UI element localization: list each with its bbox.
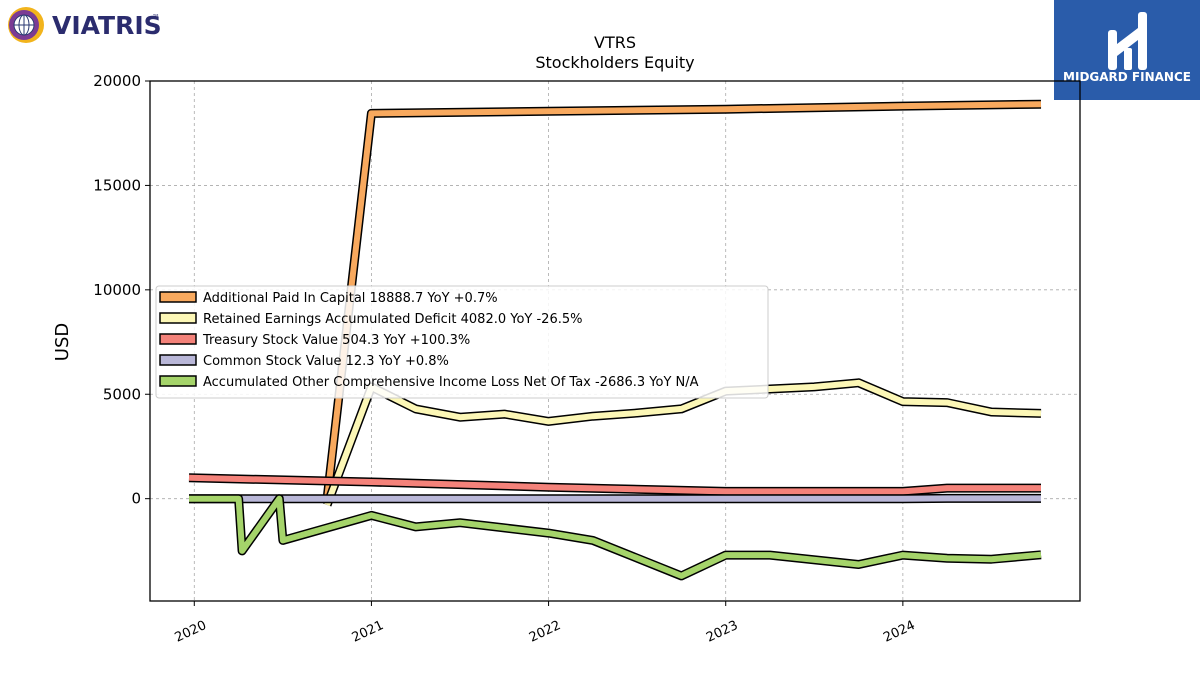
x-tick-label: 2020 bbox=[173, 618, 209, 646]
series-line-core bbox=[324, 101, 1042, 500]
legend-box bbox=[155, 285, 769, 399]
x-tick-label: 2024 bbox=[881, 618, 917, 646]
x-tick-label: 2023 bbox=[704, 618, 740, 646]
series-line-1 bbox=[322, 99, 1042, 500]
series-line-outline bbox=[189, 494, 1042, 581]
series-line-core bbox=[188, 474, 1041, 495]
y-axis-label: USD bbox=[52, 323, 73, 361]
viatris-logo: VIATRIS ™ bbox=[8, 7, 162, 43]
legend-label: Additional Paid In Capital 18888.7 YoY +… bbox=[203, 291, 498, 306]
legend: Additional Paid In Capital 18888.7 YoY +… bbox=[155, 285, 769, 399]
midgard-finance-logo: MIDGARD FINANCE bbox=[1054, 0, 1200, 100]
midgard-logo-text: MIDGARD FINANCE bbox=[1063, 70, 1191, 84]
series-line-5 bbox=[189, 494, 1042, 581]
series-line-3 bbox=[188, 473, 1041, 496]
y-tick-label: 15000 bbox=[93, 176, 141, 194]
viatris-logo-trademark: ™ bbox=[152, 13, 160, 22]
legend-item: Additional Paid In Capital 18888.7 YoY +… bbox=[159, 291, 498, 306]
y-tick-label: 0 bbox=[131, 490, 141, 508]
legend-label: Common Stock Value 12.3 YoY +0.8% bbox=[203, 354, 449, 369]
y-axis-ticks: 0 5000 10000 15000 20000 bbox=[93, 72, 150, 508]
legend-swatch bbox=[159, 354, 197, 366]
y-tick-label: 20000 bbox=[93, 72, 141, 90]
legend-item: Retained Earnings Accumulated Deficit 40… bbox=[159, 312, 582, 327]
y-tick-label: 10000 bbox=[93, 281, 141, 299]
legend-swatch bbox=[159, 375, 197, 387]
x-axis-ticks: 2020 2021 2022 2023 2024 bbox=[173, 601, 918, 646]
midgard-logo-mark-icon bbox=[1108, 12, 1147, 70]
series-lines bbox=[188, 99, 1042, 581]
legend-swatch bbox=[159, 312, 197, 324]
x-tick-label: 2021 bbox=[350, 618, 386, 646]
x-tick-label: 2022 bbox=[527, 618, 563, 646]
plot-frame bbox=[149, 80, 1081, 602]
legend-swatch bbox=[159, 333, 197, 345]
viatris-logo-text: VIATRIS bbox=[52, 11, 162, 40]
series-line-core bbox=[324, 379, 1042, 506]
legend-swatch bbox=[159, 291, 197, 303]
legend-label: Accumulated Other Comprehensive Income L… bbox=[203, 375, 699, 390]
legend-item: Treasury Stock Value 504.3 YoY +100.3% bbox=[159, 333, 470, 348]
series-line-2 bbox=[322, 378, 1042, 507]
chart-title: VTRS bbox=[594, 33, 636, 52]
legend-item: Accumulated Other Comprehensive Income L… bbox=[159, 375, 699, 390]
series-line-core bbox=[189, 495, 1042, 579]
legend-item: Common Stock Value 12.3 YoY +0.8% bbox=[159, 354, 449, 369]
legend-label: Retained Earnings Accumulated Deficit 40… bbox=[203, 312, 582, 327]
y-tick-label: 5000 bbox=[103, 385, 141, 403]
legend-label: Treasury Stock Value 504.3 YoY +100.3% bbox=[202, 333, 470, 348]
chart-subtitle: Stockholders Equity bbox=[535, 53, 694, 72]
